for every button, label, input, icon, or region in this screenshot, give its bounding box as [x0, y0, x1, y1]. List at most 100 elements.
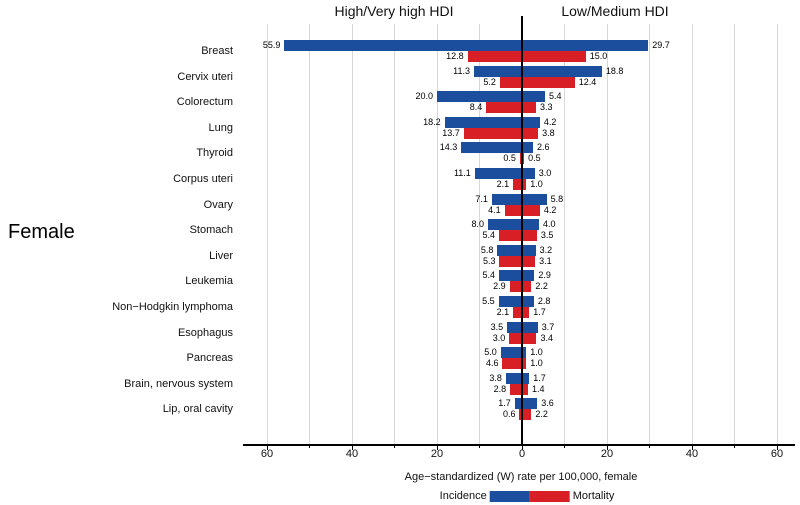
incidence-bar-left [437, 91, 522, 103]
value-label: 2.2 [535, 281, 548, 292]
mortality-bar-right [522, 358, 527, 370]
incidence-bar-left [488, 219, 522, 231]
x-axis-major-tick [776, 444, 778, 450]
value-label: 4.0 [543, 219, 556, 230]
value-label: 13.7 [442, 127, 460, 138]
value-label: 2.8 [537, 296, 551, 306]
mortality-bar-right [522, 332, 537, 344]
incidence-bar-left [499, 270, 522, 282]
value-label: 7.1 [475, 193, 488, 204]
mortality-bar-left [509, 332, 522, 344]
x-axis-major-tick [266, 444, 268, 450]
category-label: Thyroid [196, 147, 233, 160]
value-label: 4.2 [543, 116, 557, 127]
value-label: 3.0 [492, 332, 506, 343]
incidence-bar-right [522, 321, 538, 333]
value-label: 3.2 [539, 244, 553, 255]
group-header-high-hdi: High/Very high HDI [334, 3, 454, 19]
value-label: 5.4 [482, 230, 496, 241]
value-label: 3.1 [539, 255, 552, 266]
incidence-bar-left [505, 372, 522, 384]
value-label: 55.9 [262, 40, 281, 50]
gridline [649, 24, 650, 444]
value-label: 3.6 [541, 398, 554, 409]
value-label: 3.0 [538, 168, 552, 178]
gridline [564, 24, 565, 444]
value-label: 4.6 [485, 358, 499, 369]
x-axis-major-tick [436, 444, 438, 450]
incidence-bar-left [491, 193, 522, 205]
x-axis-major-tick [351, 444, 353, 450]
x-axis-title: Age−standardized (W) rate per 100,000, f… [404, 471, 638, 483]
x-axis-minor-tick [564, 444, 565, 448]
mortality-bar-right [522, 281, 532, 293]
value-label: 5.0 [484, 347, 497, 358]
incidence-bar-right [522, 270, 535, 282]
value-label: 5.4 [482, 270, 496, 281]
mortality-bar-right [522, 307, 530, 318]
x-axis-major-tick [691, 444, 693, 450]
value-label: 5.3 [482, 255, 496, 266]
mortality-bar-left [509, 281, 522, 293]
category-label: Breast [201, 45, 233, 57]
incidence-bar-right [522, 65, 602, 77]
value-label: 5.8 [550, 193, 564, 204]
gridline [309, 24, 310, 444]
category-label: Ovary [203, 198, 233, 211]
x-axis-tick-label: 20 [600, 448, 614, 460]
legend-mortality-label: Mortality [572, 490, 615, 502]
gridline [606, 24, 608, 444]
value-label: 3.5 [540, 230, 554, 241]
value-label: 8.0 [471, 219, 484, 230]
mortality-bar-left [519, 409, 522, 421]
incidence-bar-right [522, 142, 534, 154]
mortality-bar-right [522, 383, 528, 395]
incidence-bar-right [522, 193, 547, 205]
gridline [266, 24, 268, 444]
incidence-bar-right [522, 398, 538, 410]
incidence-bar-right [522, 347, 527, 359]
incidence-bar-left [444, 116, 522, 128]
category-label: Liver [209, 249, 233, 262]
value-label: 12.4 [578, 76, 597, 87]
value-label: 20.0 [415, 91, 433, 102]
mortality-bar-right [522, 204, 540, 216]
category-label: Cervix uteri [177, 70, 233, 83]
group-header-low-hdi: Low/Medium HDI [561, 3, 669, 19]
mortality-bar-left [513, 179, 522, 190]
incidence-bar-left [514, 398, 522, 410]
value-label: 3.8 [489, 372, 502, 383]
value-label: 2.2 [535, 409, 548, 420]
value-label: 0.5 [528, 153, 541, 164]
value-label: 2.6 [537, 142, 550, 153]
x-axis-line [243, 444, 795, 446]
value-label: 8.4 [469, 102, 483, 113]
mortality-bar-right [522, 153, 525, 165]
panel-label-female: Female [8, 221, 75, 243]
incidence-bar-right [522, 219, 539, 231]
category-label: Brain, nervous system [124, 377, 233, 390]
value-label: 1.0 [530, 347, 543, 358]
value-label: 5.8 [480, 244, 494, 255]
value-label: 1.4 [531, 383, 545, 394]
mortality-bar-right [522, 255, 536, 267]
value-label: 14.3 [439, 142, 458, 153]
zero-axis-line [521, 16, 523, 444]
value-label: 5.2 [483, 76, 496, 87]
incidence-bar-right [522, 296, 534, 307]
x-axis-major-tick [606, 444, 608, 450]
value-label: 5.4 [548, 91, 562, 102]
mortality-bar-left [519, 153, 522, 165]
x-axis-major-tick [521, 444, 523, 450]
incidence-bar-left [507, 321, 522, 333]
gridline [479, 24, 480, 444]
x-axis-tick-label: 40 [345, 448, 359, 460]
x-axis-minor-tick [649, 444, 650, 448]
mortality-bar-left [499, 255, 522, 267]
mortality-bar-right [522, 230, 537, 242]
value-label: 1.7 [498, 398, 511, 409]
x-axis-tick-label: 40 [685, 448, 699, 460]
value-label: 18.8 [605, 65, 624, 76]
mortality-bar-left [513, 307, 522, 318]
